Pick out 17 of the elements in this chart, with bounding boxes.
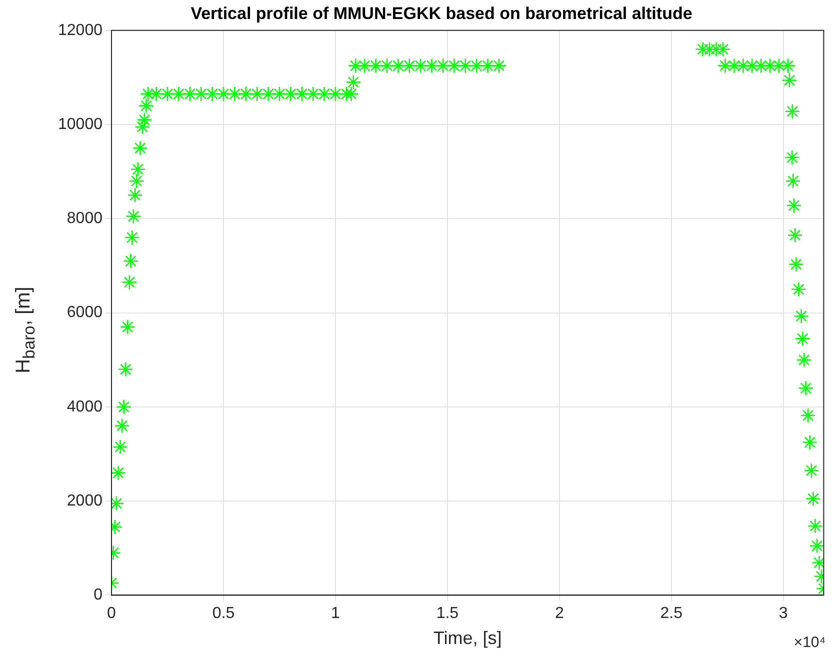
y-tick-label: 2000 xyxy=(66,492,103,510)
y-tick-label: 6000 xyxy=(66,304,103,322)
x-axis-title: Time, [s] xyxy=(433,628,502,648)
text: ×10⁴ xyxy=(794,634,826,651)
x-tick-label: 1 xyxy=(331,605,340,622)
chart-title: Vertical profile of MMUN-EGKK based on barometrical altitude xyxy=(190,4,692,23)
y-tick-label: 0 xyxy=(94,586,103,604)
x-tick-label: 1.5 xyxy=(436,605,459,622)
y-tick-label: 10000 xyxy=(58,116,103,133)
x-tick-label: 0 xyxy=(107,605,116,622)
x-tick-label: 2 xyxy=(554,605,564,622)
y-tick-label: 4000 xyxy=(66,398,103,416)
x-tick-label: 2.5 xyxy=(660,605,683,622)
x-tick-label: 0.5 xyxy=(212,605,235,622)
x-tick-label: 3 xyxy=(778,605,788,622)
y-tick-label: 12000 xyxy=(58,22,103,39)
y-tick-label: 8000 xyxy=(66,210,103,228)
